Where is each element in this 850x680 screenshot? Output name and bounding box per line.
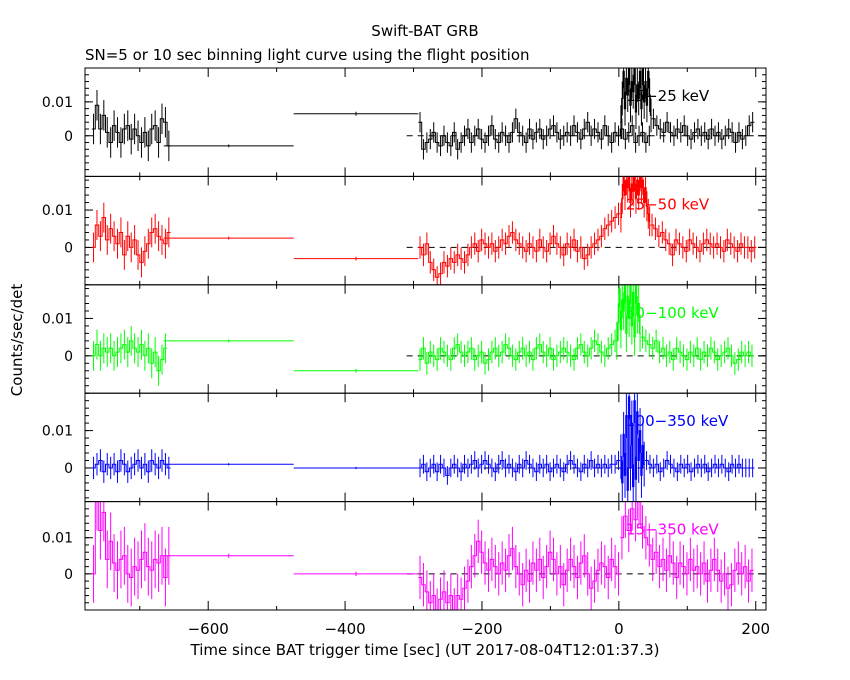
step-line bbox=[620, 68, 652, 123]
series-4 bbox=[91, 501, 754, 611]
chart-title: Swift-BAT GRB bbox=[371, 22, 478, 40]
step-line bbox=[91, 501, 171, 578]
step-line bbox=[620, 176, 651, 222]
x-tick-label: −600 bbox=[188, 620, 229, 638]
y-tick-label: 0.01 bbox=[42, 531, 73, 547]
series-3 bbox=[91, 393, 755, 502]
step-line bbox=[91, 217, 171, 263]
panel-3: 0 0.01 100−350 keV bbox=[42, 392, 767, 503]
panel-2: 0 0.01 50−100 keV bbox=[42, 284, 767, 394]
y-tick-label: 0 bbox=[64, 240, 73, 256]
x-tick-label: −400 bbox=[324, 620, 365, 638]
y-tick-label: 0.01 bbox=[42, 95, 73, 111]
step-line bbox=[418, 118, 651, 150]
step-line bbox=[91, 104, 171, 147]
step-line bbox=[651, 118, 755, 143]
step-line bbox=[418, 213, 621, 278]
step-line bbox=[644, 460, 755, 473]
x-tick-labels: −600 −400 −200 0 200 bbox=[188, 620, 770, 638]
y-tick-label: 0.01 bbox=[42, 424, 73, 440]
y-tick-label: 0.01 bbox=[42, 203, 73, 219]
step-line bbox=[650, 224, 757, 256]
step-line bbox=[91, 340, 168, 372]
step-line bbox=[418, 540, 621, 611]
panels-group: 0 0.01 15−25 keV 0 0.01 25−50 keV 0 0.01 50−100 … bbox=[42, 67, 767, 611]
series-0 bbox=[91, 68, 755, 162]
y-tick-label: 0 bbox=[64, 349, 73, 365]
panel-frame bbox=[84, 392, 767, 503]
panel-frame bbox=[84, 501, 767, 611]
series-2 bbox=[91, 284, 754, 386]
panel-1: 0 0.01 25−50 keV bbox=[42, 175, 767, 286]
x-tick-label: 200 bbox=[741, 620, 770, 638]
x-axis-label: Time since BAT trigger time [sec] (UT 20… bbox=[190, 641, 660, 659]
x-tick-label: 0 bbox=[614, 620, 624, 638]
panel-4: 0 0.01 15−350 keV bbox=[42, 501, 767, 611]
y-tick-label: 0 bbox=[64, 461, 73, 477]
y-axis-label: Counts/sec/det bbox=[8, 284, 26, 397]
y-tick-label: 0 bbox=[64, 129, 73, 145]
step-line bbox=[616, 284, 641, 342]
band-label: 25−50 keV bbox=[626, 195, 710, 213]
panel-0: 0 0.01 15−25 keV bbox=[42, 67, 767, 177]
series-1 bbox=[91, 176, 757, 285]
step-line bbox=[418, 340, 617, 364]
step-line bbox=[620, 501, 754, 589]
y-tick-label: 0.01 bbox=[42, 311, 73, 327]
band-label: 100−350 keV bbox=[626, 412, 729, 430]
panel-frame bbox=[84, 284, 767, 394]
step-line bbox=[620, 396, 645, 491]
step-line bbox=[640, 336, 754, 364]
step-line bbox=[418, 460, 621, 476]
band-label: 15−25 keV bbox=[626, 87, 710, 105]
band-label: 15−350 keV bbox=[626, 521, 719, 539]
x-tick-label: −200 bbox=[461, 620, 502, 638]
panel-frame bbox=[84, 175, 767, 286]
chart-subtitle: SN=5 or 10 sec binning light curve using… bbox=[85, 46, 530, 64]
step-line bbox=[91, 460, 171, 473]
y-tick-label: 0 bbox=[64, 567, 73, 583]
band-label: 50−100 keV bbox=[626, 304, 719, 322]
